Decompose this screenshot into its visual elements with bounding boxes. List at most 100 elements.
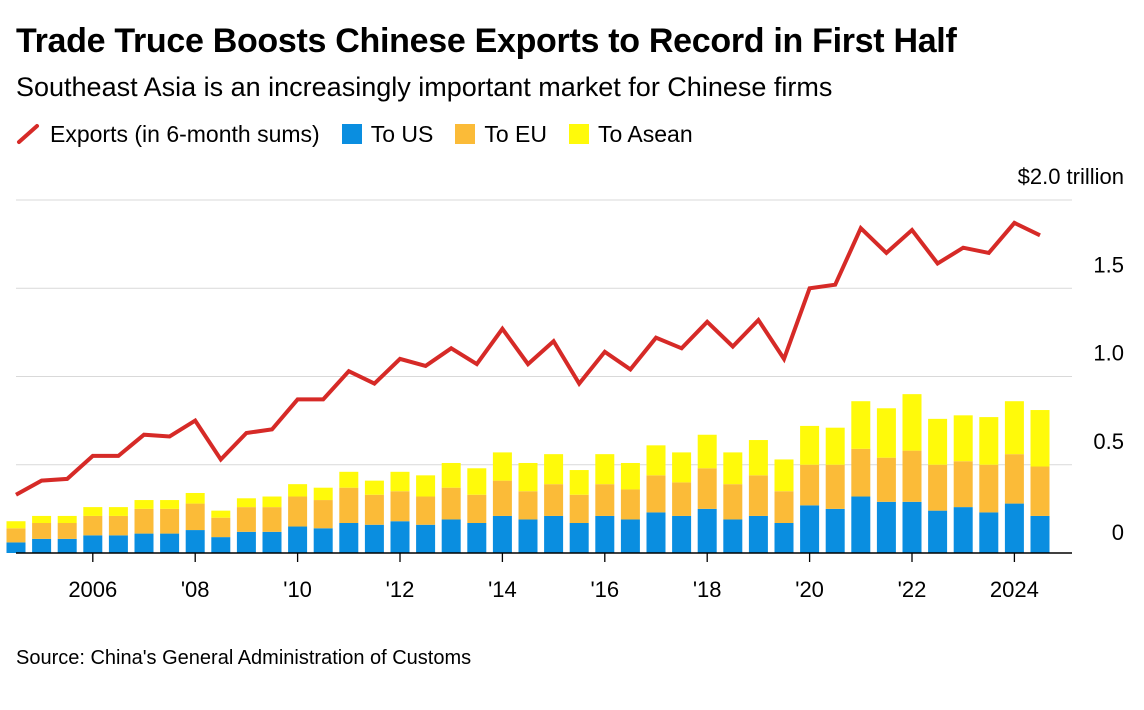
bar-asean — [492, 452, 512, 481]
y-tick-label: 0 — [1112, 520, 1124, 545]
y-tick-label: $2.0 trillion — [1018, 164, 1124, 189]
bar-us — [928, 510, 948, 553]
bar-asean — [672, 452, 692, 483]
bar-asean — [1004, 401, 1024, 455]
bar-us — [160, 533, 180, 553]
chart-legend: Exports (in 6-month sums) To US To EU To… — [16, 120, 715, 148]
bar-us — [262, 531, 282, 553]
bar-asean — [160, 500, 180, 509]
x-tick-label: '22 — [898, 577, 927, 602]
bar-us — [134, 533, 154, 553]
bar-eu — [979, 464, 999, 513]
bar-us — [211, 537, 231, 553]
bar-asean — [544, 454, 564, 485]
bar-eu — [518, 491, 538, 520]
bar-asean — [697, 434, 717, 469]
bar-asean — [288, 484, 308, 497]
bar-us — [518, 519, 538, 553]
bar-asean — [979, 417, 999, 465]
x-tick-label: '12 — [386, 577, 415, 602]
bar-eu — [108, 515, 128, 536]
bar-eu — [364, 494, 384, 525]
x-tick-label: '16 — [590, 577, 619, 602]
bar-us — [902, 501, 922, 553]
bar-eu — [646, 475, 666, 513]
bar-eu — [313, 500, 333, 529]
bar-eu — [800, 464, 820, 506]
bar-us — [6, 542, 26, 553]
bar-us — [492, 515, 512, 553]
eu-swatch-icon — [455, 124, 476, 144]
bar-us — [620, 519, 640, 553]
bar-us — [979, 512, 999, 553]
bar-us — [339, 522, 359, 553]
bar-us — [441, 519, 461, 553]
bar-us — [236, 531, 256, 553]
bar-us — [467, 522, 487, 553]
bar-eu — [851, 448, 871, 497]
bar-asean — [467, 468, 487, 495]
bar-us — [313, 528, 333, 553]
bar-us — [83, 535, 103, 553]
bar-eu — [57, 522, 77, 539]
legend-label-eu: To EU — [484, 120, 547, 147]
chart-title: Trade Truce Boosts Chinese Exports to Re… — [16, 22, 957, 60]
bar-us — [390, 521, 410, 553]
bar-eu — [876, 457, 896, 502]
bar-us — [953, 507, 973, 553]
legend-item-us: To US — [341, 121, 433, 148]
bar-asean — [441, 462, 461, 488]
bar-eu — [134, 508, 154, 534]
source-note: Source: China's General Administration o… — [16, 647, 472, 669]
bar-eu — [953, 461, 973, 508]
bar-eu — [697, 468, 717, 509]
bar-eu — [774, 491, 794, 523]
bar-asean — [1030, 410, 1050, 467]
bar-eu — [32, 522, 52, 539]
bar-us — [108, 535, 128, 553]
bar-us — [748, 515, 768, 553]
bar-eu — [825, 464, 845, 509]
bar-asean — [953, 415, 973, 462]
bar-us — [851, 496, 871, 553]
bar-us — [544, 515, 564, 553]
bar-eu — [236, 507, 256, 532]
bar-asean — [236, 498, 256, 508]
bar-asean — [518, 462, 538, 492]
exports-line-key-icon — [17, 124, 39, 144]
bar-eu — [902, 450, 922, 502]
bar-asean — [646, 445, 666, 476]
bar-us — [672, 515, 692, 553]
bar-us — [288, 526, 308, 553]
x-tick-label: '18 — [693, 577, 722, 602]
y-tick-label: 1.0 — [1093, 341, 1124, 366]
bar-us — [774, 522, 794, 553]
bar-eu — [620, 489, 640, 520]
bar-asean — [262, 496, 282, 508]
x-tick-label: 2006 — [68, 577, 117, 602]
bar-eu — [339, 487, 359, 523]
bar-us — [723, 519, 743, 553]
bar-asean — [928, 418, 948, 465]
bar-asean — [800, 425, 820, 465]
asean-swatch-icon — [568, 124, 589, 144]
bar-us — [1030, 515, 1050, 553]
bar-asean — [723, 452, 743, 485]
legend-item-exports: Exports (in 6-month sums) — [16, 121, 320, 148]
bar-eu — [211, 517, 231, 538]
bar-asean — [32, 515, 52, 523]
bar-us — [646, 512, 666, 553]
bar-asean — [134, 500, 154, 509]
bar-eu — [160, 508, 180, 534]
bar-asean — [569, 470, 589, 495]
bar-eu — [748, 475, 768, 516]
bar-asean — [902, 394, 922, 451]
x-tick-label: '20 — [795, 577, 824, 602]
bar-asean — [595, 454, 615, 485]
bar-eu — [6, 528, 26, 543]
bar-asean — [774, 459, 794, 492]
bar-eu — [288, 496, 308, 527]
bar-us — [416, 524, 436, 553]
bar-asean — [416, 475, 436, 497]
